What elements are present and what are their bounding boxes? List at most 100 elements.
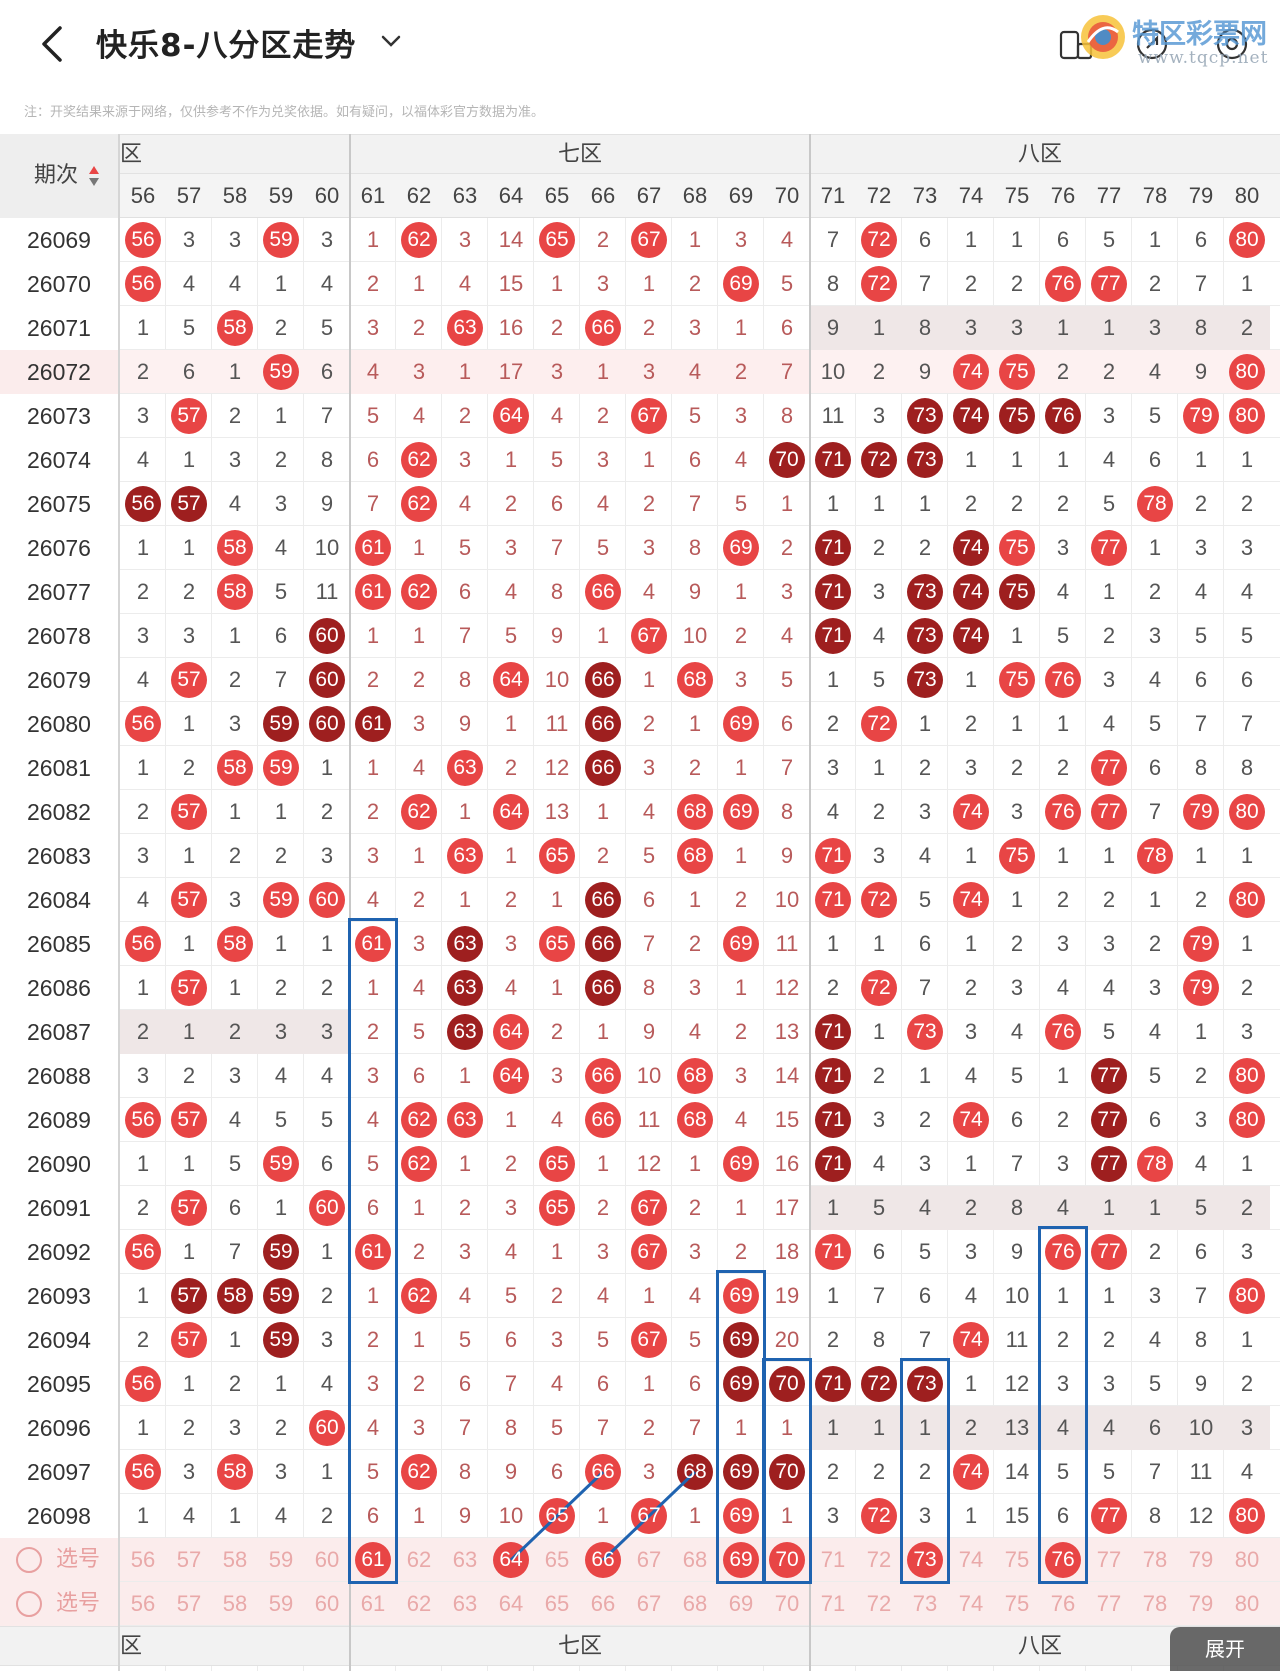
selectable-number[interactable]: 74 (948, 1582, 994, 1626)
chevron-down-icon[interactable] (378, 30, 404, 52)
selectable-number[interactable]: 77 (1086, 1538, 1132, 1582)
selectable-number[interactable]: 68 (672, 1582, 718, 1626)
selectable-number[interactable]: 67 (626, 1538, 672, 1582)
selectable-number[interactable]: 80 (1224, 1538, 1270, 1582)
issue-number[interactable]: 26082 (0, 790, 118, 834)
selected-number-ball[interactable]: 66 (580, 1538, 626, 1582)
issue-number[interactable]: 26088 (0, 1054, 118, 1098)
selectable-number[interactable]: 59 (258, 1582, 304, 1626)
selectable-number[interactable]: 66 (580, 1582, 626, 1626)
issue-number[interactable]: 26081 (0, 746, 118, 790)
selectable-number[interactable]: 58 (212, 1538, 258, 1582)
selectable-number[interactable]: 62 (396, 1582, 442, 1626)
selected-number-ball[interactable]: 61 (350, 1538, 396, 1582)
selectable-number[interactable]: 57 (166, 1538, 212, 1582)
select-radio-icon[interactable] (16, 1591, 42, 1617)
sort-icon[interactable] (88, 164, 100, 188)
selectable-number[interactable]: 69 (718, 1582, 764, 1626)
selectable-number[interactable]: 78 (1132, 1538, 1178, 1582)
issue-number[interactable]: 26079 (0, 658, 118, 702)
issue-number[interactable]: 26073 (0, 394, 118, 438)
share-icon[interactable] (1134, 26, 1170, 62)
selectable-number[interactable]: 62 (396, 1538, 442, 1582)
page-title[interactable]: 快乐8-八分区走势 (96, 28, 357, 64)
issue-number[interactable]: 26076 (0, 526, 118, 570)
selectable-number[interactable]: 70 (764, 1582, 810, 1626)
selectable-number[interactable]: 64 (488, 1582, 534, 1626)
issue-number[interactable]: 26084 (0, 878, 118, 922)
selectable-number[interactable]: 75 (994, 1582, 1040, 1626)
issue-number[interactable]: 26085 (0, 922, 118, 966)
selectable-number[interactable]: 59 (258, 1538, 304, 1582)
select-radio-icon[interactable] (16, 1547, 42, 1573)
drawn-number-ball: 68 (672, 1054, 718, 1098)
selected-number-ball[interactable]: 64 (488, 1538, 534, 1582)
selectable-number[interactable]: 73 (902, 1582, 948, 1626)
issue-number[interactable]: 26078 (0, 614, 118, 658)
issue-number[interactable]: 26090 (0, 1142, 118, 1186)
issue-number[interactable]: 26087 (0, 1010, 118, 1054)
issue-number[interactable]: 26069 (0, 218, 118, 262)
selectable-number[interactable]: 71 (810, 1538, 856, 1582)
selected-number-ball[interactable]: 69 (718, 1538, 764, 1582)
issue-number[interactable]: 26080 (0, 702, 118, 746)
expand-button[interactable]: 展开 (1170, 1627, 1280, 1671)
miss-count: 4 (1086, 438, 1132, 482)
issue-header[interactable]: 期次 (0, 134, 118, 218)
issue-number[interactable]: 26072 (0, 350, 118, 394)
selectable-number[interactable]: 74 (948, 1538, 994, 1582)
selected-number-ball[interactable]: 76 (1040, 1538, 1086, 1582)
issue-row: 26086 1 57 1 2 2 1 4 63 4 1 66 8 3 1 12 2 72 7 2 3 4 4 3 79 2 (0, 966, 1280, 1010)
selectable-number[interactable]: 77 (1086, 1582, 1132, 1626)
selectable-number[interactable]: 79 (1178, 1538, 1224, 1582)
issue-number[interactable]: 26089 (0, 1098, 118, 1142)
selectable-number[interactable]: 68 (672, 1538, 718, 1582)
selectable-number[interactable]: 72 (856, 1538, 902, 1582)
issue-number[interactable]: 26074 (0, 438, 118, 482)
selected-number-ball[interactable]: 70 (764, 1538, 810, 1582)
miss-count: 2 (1040, 1318, 1086, 1362)
issue-number[interactable]: 26091 (0, 1186, 118, 1230)
selectable-number[interactable]: 63 (442, 1582, 488, 1626)
selectable-number[interactable]: 75 (994, 1538, 1040, 1582)
select-row-label[interactable]: 选号 (0, 1538, 118, 1582)
cell-value: 1 (826, 491, 840, 516)
selectable-number[interactable]: 80 (1224, 1582, 1270, 1626)
selectable-number[interactable]: 71 (810, 1582, 856, 1626)
back-arrow-icon[interactable] (34, 22, 70, 66)
issue-number[interactable]: 26098 (0, 1494, 118, 1538)
settings-icon[interactable] (1214, 26, 1250, 62)
selectable-number[interactable]: 79 (1178, 1582, 1224, 1626)
issue-number[interactable]: 26093 (0, 1274, 118, 1318)
issue-number[interactable]: 26094 (0, 1318, 118, 1362)
selectable-number[interactable]: 60 (304, 1582, 350, 1626)
select-row-label[interactable]: 选号 (0, 1582, 118, 1626)
selectable-number[interactable]: 58 (212, 1582, 258, 1626)
issue-number[interactable]: 26096 (0, 1406, 118, 1450)
selectable-number[interactable]: 76 (1040, 1582, 1086, 1626)
selectable-number[interactable]: 67 (626, 1582, 672, 1626)
selectable-number[interactable]: 63 (442, 1538, 488, 1582)
issue-number[interactable]: 26077 (0, 570, 118, 614)
selectable-number[interactable]: 65 (534, 1538, 580, 1582)
cell-value: 71 (821, 1064, 845, 1087)
issue-number[interactable]: 26071 (0, 306, 118, 350)
issue-number[interactable]: 26070 (0, 262, 118, 306)
selected-number-ball[interactable]: 73 (902, 1538, 948, 1582)
issue-number[interactable]: 26075 (0, 482, 118, 526)
issue-number[interactable]: 26086 (0, 966, 118, 1010)
selectable-number[interactable]: 78 (1132, 1582, 1178, 1626)
selectable-number[interactable]: 65 (534, 1582, 580, 1626)
issue-number[interactable]: 26097 (0, 1450, 118, 1494)
selectable-number[interactable]: 56 (120, 1538, 166, 1582)
selectable-number[interactable]: 60 (304, 1538, 350, 1582)
cell-value: 6 (596, 1371, 610, 1396)
selectable-number[interactable]: 72 (856, 1582, 902, 1626)
issue-number[interactable]: 26083 (0, 834, 118, 878)
selectable-number[interactable]: 57 (166, 1582, 212, 1626)
issue-number[interactable]: 26092 (0, 1230, 118, 1274)
selectable-number[interactable]: 56 (120, 1582, 166, 1626)
issue-number[interactable]: 26095 (0, 1362, 118, 1406)
selectable-number[interactable]: 61 (350, 1582, 396, 1626)
cell-value: 1 (596, 623, 610, 648)
